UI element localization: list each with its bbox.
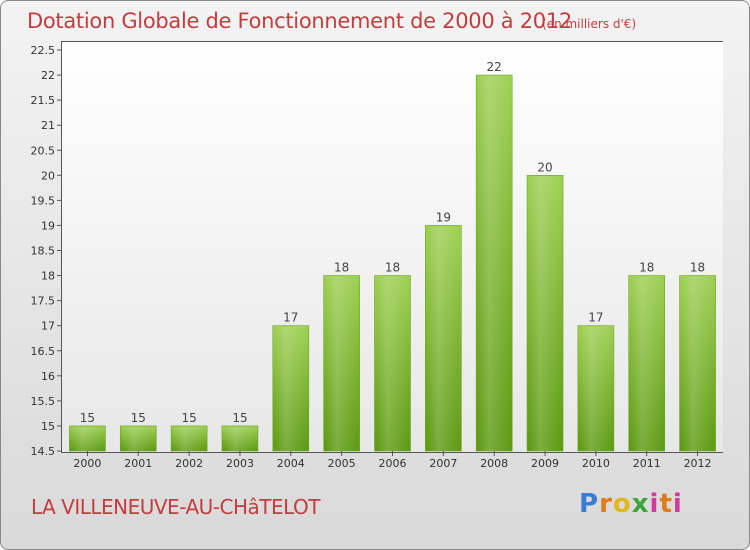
bar-chart: 14.5 15 15.5 16 16.5 17 17.5 18 18.5 19 19.5 20 20.5…	[31, 44, 716, 470]
y-tick-label: 18.5	[31, 245, 56, 258]
y-tick-label: 19.5	[31, 194, 56, 207]
bar-highlight	[630, 276, 663, 451]
logo-letter: i	[672, 489, 683, 519]
x-axis: 2000 2001 2002 2003 2004 2005 2006 2007 2008 2009…	[73, 451, 712, 470]
x-tick-label: 2009	[531, 457, 559, 470]
y-tick-label: 15	[41, 420, 55, 433]
y-tick-label: 15.5	[31, 395, 56, 408]
bar-value-label: 20	[537, 160, 552, 174]
y-tick-label: 21	[41, 119, 55, 132]
bar-value-label: 15	[181, 411, 196, 425]
bar-value-label: 17	[588, 311, 603, 325]
x-tick-label: 2010	[582, 457, 610, 470]
x-tick-label: 2003	[226, 457, 254, 470]
unit-note: (en milliers d'€)	[542, 17, 637, 31]
y-tick-label: 19	[41, 219, 55, 232]
logo-letter: r	[599, 489, 613, 519]
y-tick-label: 18	[41, 270, 55, 283]
y-tick-label: 22.5	[31, 44, 56, 57]
y-tick-label: 22	[41, 69, 55, 82]
x-tick-label: 2007	[429, 457, 457, 470]
logo-letter: i	[649, 489, 660, 519]
proxiti-logo[interactable]: Proxiti	[579, 489, 683, 519]
logo-letter: t	[659, 489, 673, 519]
x-tick-label: 2000	[73, 457, 101, 470]
y-tick-label: 16	[41, 370, 55, 383]
bar-value-label: 18	[639, 261, 654, 275]
bar-value-label: 15	[131, 411, 146, 425]
bars: 15 15 15 15 17 18 18 19 22 20 17 18 18	[69, 60, 716, 452]
bar-highlight	[579, 326, 612, 451]
bar-highlight	[325, 276, 358, 451]
y-tick-label: 14.5	[31, 445, 56, 458]
bar-highlight	[427, 226, 460, 451]
bar-highlight	[478, 76, 511, 451]
bar-value-label: 17	[283, 311, 298, 325]
bar-value-label: 15	[232, 411, 247, 425]
bar-highlight	[274, 326, 307, 451]
x-tick-label: 2005	[328, 457, 356, 470]
chart-title: Dotation Globale de Fonctionnement de 20…	[27, 9, 572, 33]
x-tick-label: 2012	[684, 457, 712, 470]
y-tick-label: 20.5	[31, 144, 56, 157]
bar-highlight	[376, 276, 409, 451]
x-tick-label: 2002	[175, 457, 203, 470]
logo-letter: o	[612, 489, 632, 519]
bar-highlight	[71, 426, 104, 451]
y-tick-label: 17	[41, 320, 55, 333]
y-tick-label: 17.5	[31, 295, 56, 308]
bar-highlight	[173, 426, 206, 451]
x-tick-label: 2001	[124, 457, 152, 470]
y-axis: 14.5 15 15.5 16 16.5 17 17.5 18 18.5 19 19.5 20 20.5…	[31, 44, 62, 458]
bar-value-label: 22	[487, 60, 502, 74]
bar-highlight	[681, 276, 714, 451]
x-tick-label: 2008	[480, 457, 508, 470]
bar-value-label: 18	[385, 261, 400, 275]
x-tick-label: 2011	[633, 457, 661, 470]
commune-name: LA VILLENEUVE-AU-CHâTELOT	[31, 495, 321, 519]
bar-highlight	[529, 176, 562, 451]
bar-highlight	[122, 426, 155, 451]
bar-value-label: 18	[690, 261, 705, 275]
y-tick-label: 20	[41, 169, 55, 182]
y-tick-label: 21.5	[31, 94, 56, 107]
x-tick-label: 2006	[379, 457, 407, 470]
bar-value-label: 19	[436, 210, 451, 224]
bar-value-label: 15	[80, 411, 95, 425]
logo-letter: P	[579, 489, 600, 519]
y-tick-label: 16.5	[31, 345, 56, 358]
bar-value-label: 18	[334, 261, 349, 275]
x-tick-label: 2004	[277, 457, 305, 470]
logo-letter: x	[631, 489, 650, 519]
bar-highlight	[223, 426, 256, 451]
